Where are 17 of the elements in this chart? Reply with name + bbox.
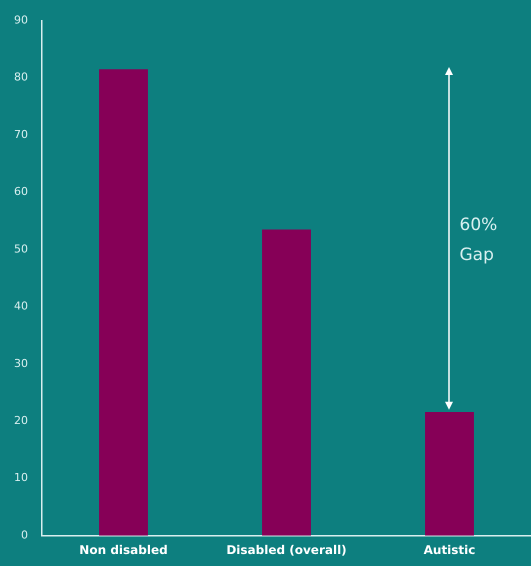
y-tick-label: 40 [14, 300, 28, 313]
bar [425, 412, 474, 536]
y-tick-label: 60 [14, 185, 28, 198]
y-tick-label: 90 [14, 13, 28, 26]
y-tick-label: 50 [14, 242, 28, 256]
x-tick-label: Autistic [424, 542, 476, 557]
annotation: 60% Gap [460, 215, 498, 266]
x-tick-label: Non disabled [79, 542, 168, 557]
y-tick-label: 70 [14, 128, 28, 141]
bar [262, 229, 311, 536]
y-tick-label: 80 [14, 70, 28, 84]
y-tick-label: 10 [14, 471, 28, 484]
y-tick-label: 20 [14, 414, 28, 428]
bar [99, 69, 148, 536]
y-tick-label: 30 [14, 356, 28, 370]
y-tick-label: 0 [20, 528, 28, 542]
x-tick-label: Disabled (overall) [226, 542, 347, 557]
